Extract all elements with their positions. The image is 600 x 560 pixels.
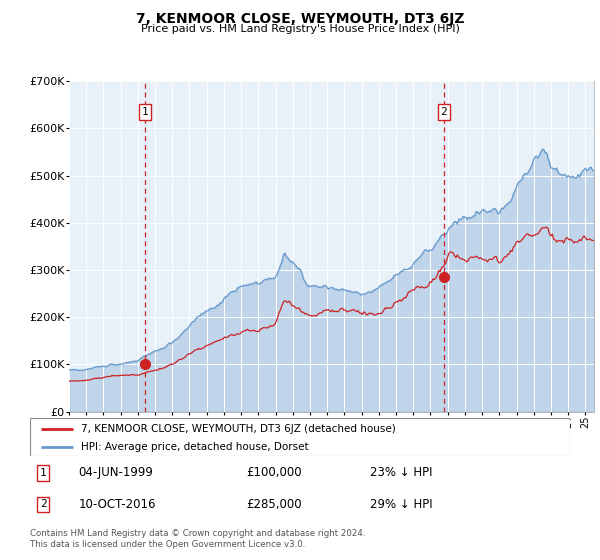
Text: 04-JUN-1999: 04-JUN-1999 <box>79 466 154 479</box>
Text: 2: 2 <box>40 500 46 509</box>
Text: 2: 2 <box>440 107 447 117</box>
Text: 7, KENMOOR CLOSE, WEYMOUTH, DT3 6JZ (detached house): 7, KENMOOR CLOSE, WEYMOUTH, DT3 6JZ (det… <box>82 423 396 433</box>
Text: 23% ↓ HPI: 23% ↓ HPI <box>370 466 433 479</box>
Text: HPI: Average price, detached house, Dorset: HPI: Average price, detached house, Dors… <box>82 442 309 452</box>
Text: 10-OCT-2016: 10-OCT-2016 <box>79 498 156 511</box>
Text: Contains HM Land Registry data © Crown copyright and database right 2024.
This d: Contains HM Land Registry data © Crown c… <box>30 529 365 549</box>
Text: £100,000: £100,000 <box>246 466 302 479</box>
Text: £285,000: £285,000 <box>246 498 302 511</box>
Text: 1: 1 <box>142 107 148 117</box>
Text: 1: 1 <box>40 468 46 478</box>
Text: Price paid vs. HM Land Registry's House Price Index (HPI): Price paid vs. HM Land Registry's House … <box>140 24 460 34</box>
Text: 7, KENMOOR CLOSE, WEYMOUTH, DT3 6JZ: 7, KENMOOR CLOSE, WEYMOUTH, DT3 6JZ <box>136 12 464 26</box>
Text: 29% ↓ HPI: 29% ↓ HPI <box>370 498 433 511</box>
